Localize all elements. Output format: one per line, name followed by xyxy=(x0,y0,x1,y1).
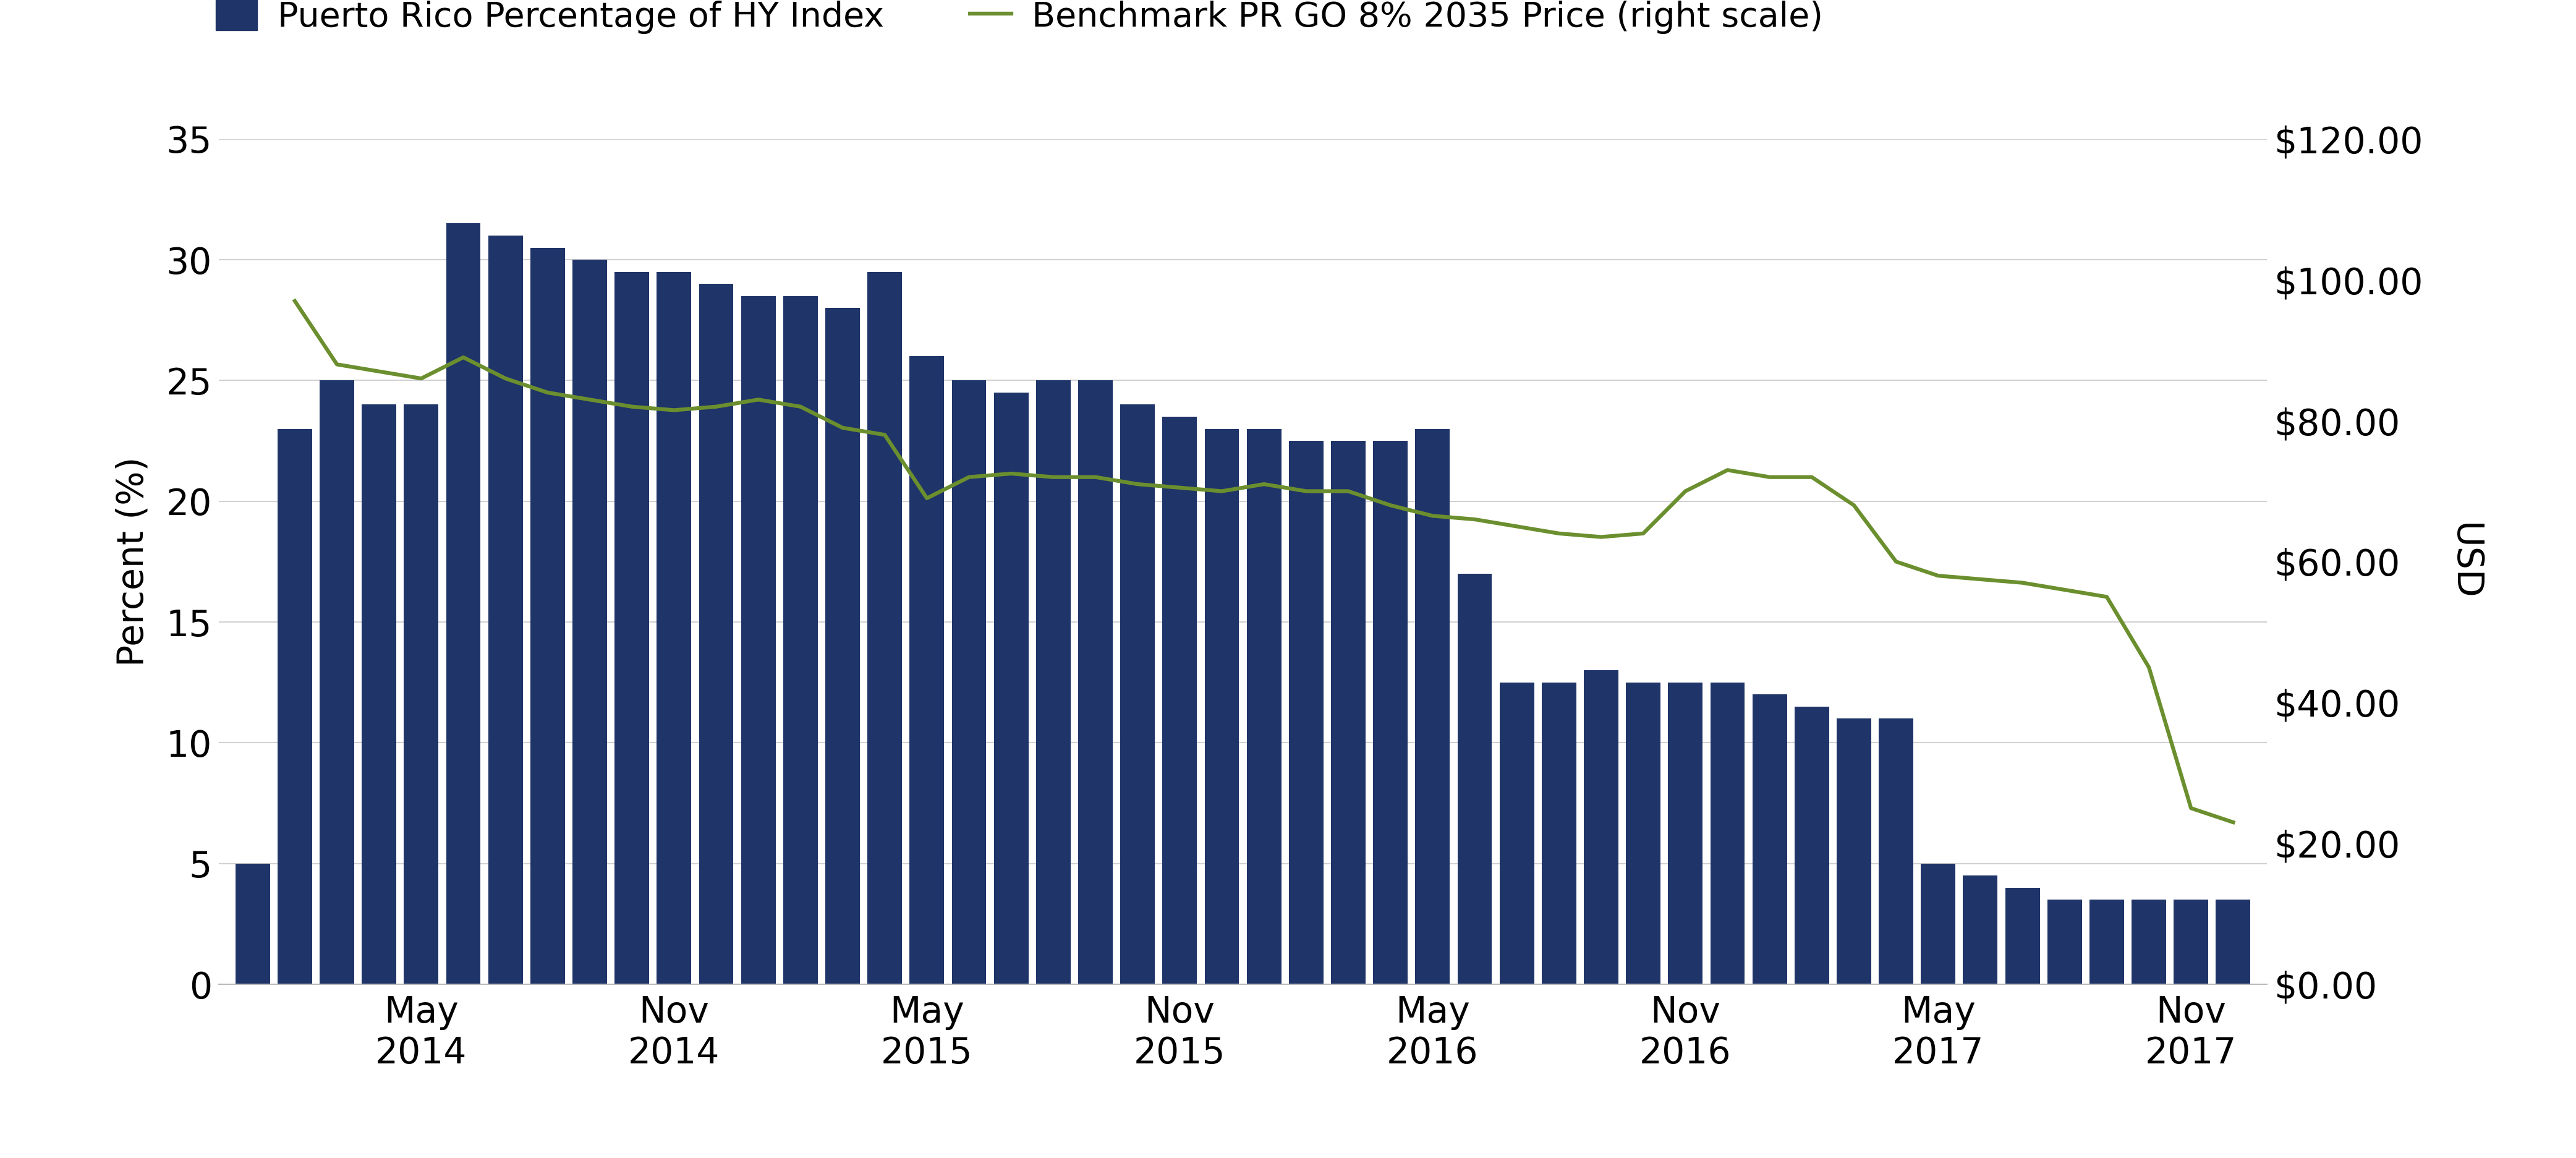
Bar xyxy=(489,235,523,984)
Bar xyxy=(404,404,438,984)
Bar xyxy=(1162,417,1198,984)
Bar xyxy=(572,259,608,984)
Bar xyxy=(868,272,902,984)
Bar xyxy=(1922,864,1955,984)
Bar xyxy=(1458,573,1492,984)
Bar xyxy=(994,393,1028,984)
Bar xyxy=(783,296,817,984)
Bar xyxy=(1837,719,1870,984)
Bar xyxy=(1795,706,1829,984)
Bar xyxy=(909,357,945,984)
Bar xyxy=(951,381,987,984)
Y-axis label: USD: USD xyxy=(2447,523,2483,600)
Bar xyxy=(234,864,270,984)
Bar xyxy=(2174,900,2208,984)
Bar xyxy=(657,272,690,984)
Bar xyxy=(446,223,482,984)
Bar xyxy=(1414,428,1450,984)
Bar xyxy=(1625,682,1662,984)
Bar xyxy=(2215,900,2251,984)
Bar xyxy=(824,308,860,984)
Bar xyxy=(1247,428,1280,984)
Bar xyxy=(1332,441,1365,984)
Bar xyxy=(2048,900,2081,984)
Bar xyxy=(1752,695,1788,984)
Bar xyxy=(1036,381,1072,984)
Legend: Puerto Rico Percentage of HY Index, Benchmark PR GO 8% 2035 Price (right scale): Puerto Rico Percentage of HY Index, Benc… xyxy=(216,0,1824,35)
Bar xyxy=(1288,441,1324,984)
Bar xyxy=(531,248,564,984)
Bar xyxy=(742,296,775,984)
Bar xyxy=(1540,682,1577,984)
Bar xyxy=(2089,900,2125,984)
Bar xyxy=(1499,682,1535,984)
Bar xyxy=(1079,381,1113,984)
Bar xyxy=(616,272,649,984)
Bar xyxy=(1710,682,1744,984)
Bar xyxy=(1584,670,1618,984)
Bar xyxy=(1373,441,1406,984)
Bar xyxy=(698,284,734,984)
Bar xyxy=(319,381,355,984)
Bar xyxy=(361,404,397,984)
Bar xyxy=(278,428,312,984)
Bar xyxy=(1669,682,1703,984)
Bar xyxy=(2130,900,2166,984)
Bar xyxy=(1963,875,1996,984)
Bar xyxy=(1121,404,1154,984)
Bar xyxy=(1206,428,1239,984)
Y-axis label: Percent (%): Percent (%) xyxy=(116,456,149,667)
Bar xyxy=(2004,888,2040,984)
Bar xyxy=(1878,719,1914,984)
